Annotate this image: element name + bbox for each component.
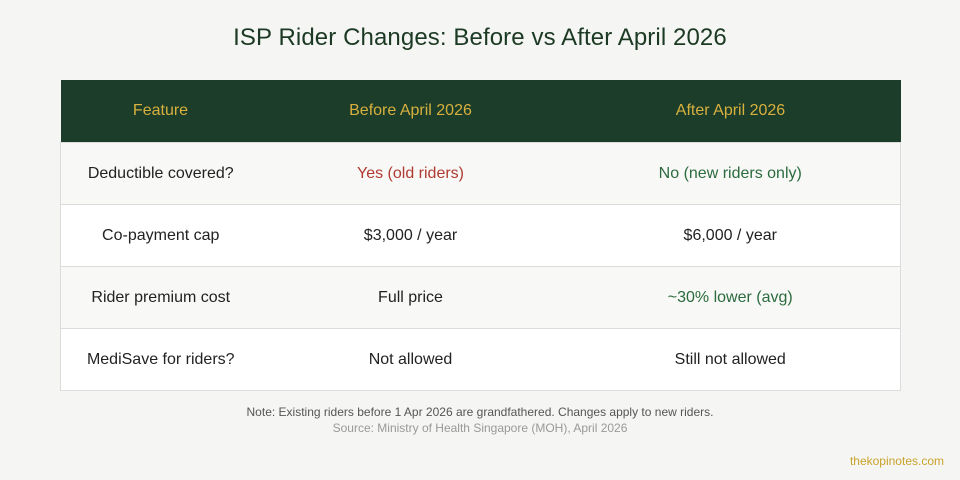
source-line: Source: Ministry of Health Singapore (MO… [332, 421, 628, 435]
before-cell: $3,000 / year [260, 204, 561, 267]
before-cell: Full price [260, 266, 561, 329]
header-before: Before April 2026 [260, 80, 561, 143]
footnote: Note: Existing riders before 1 Apr 2026 … [246, 405, 714, 419]
feature-cell: Deductible covered? [60, 142, 261, 205]
table-row: Deductible covered? Yes (old riders) No … [60, 142, 901, 205]
table-row: Co-payment cap $3,000 / year $6,000 / ye… [60, 204, 901, 267]
feature-cell: Co-payment cap [60, 204, 261, 267]
feature-cell: Rider premium cost [60, 266, 261, 329]
after-cell: No (new riders only) [560, 142, 901, 205]
header-feature: Feature [60, 80, 261, 143]
table-header-row: Feature Before April 2026 After April 20… [60, 80, 901, 143]
before-cell: Yes (old riders) [260, 142, 561, 205]
feature-cell: MediSave for riders? [60, 328, 261, 391]
brand-watermark: thekopinotes.com [849, 454, 944, 468]
header-after: After April 2026 [560, 80, 901, 143]
page-title: ISP Rider Changes: Before vs After April… [233, 24, 727, 51]
before-cell: Not allowed [260, 328, 561, 391]
after-cell: $6,000 / year [560, 204, 901, 267]
after-cell: Still not allowed [560, 328, 901, 391]
table-row: MediSave for riders? Not allowed Still n… [60, 328, 901, 391]
comparison-table: Feature Before April 2026 After April 20… [60, 80, 901, 391]
after-cell: ~30% lower (avg) [560, 266, 901, 329]
table-row: Rider premium cost Full price ~30% lower… [60, 266, 901, 329]
